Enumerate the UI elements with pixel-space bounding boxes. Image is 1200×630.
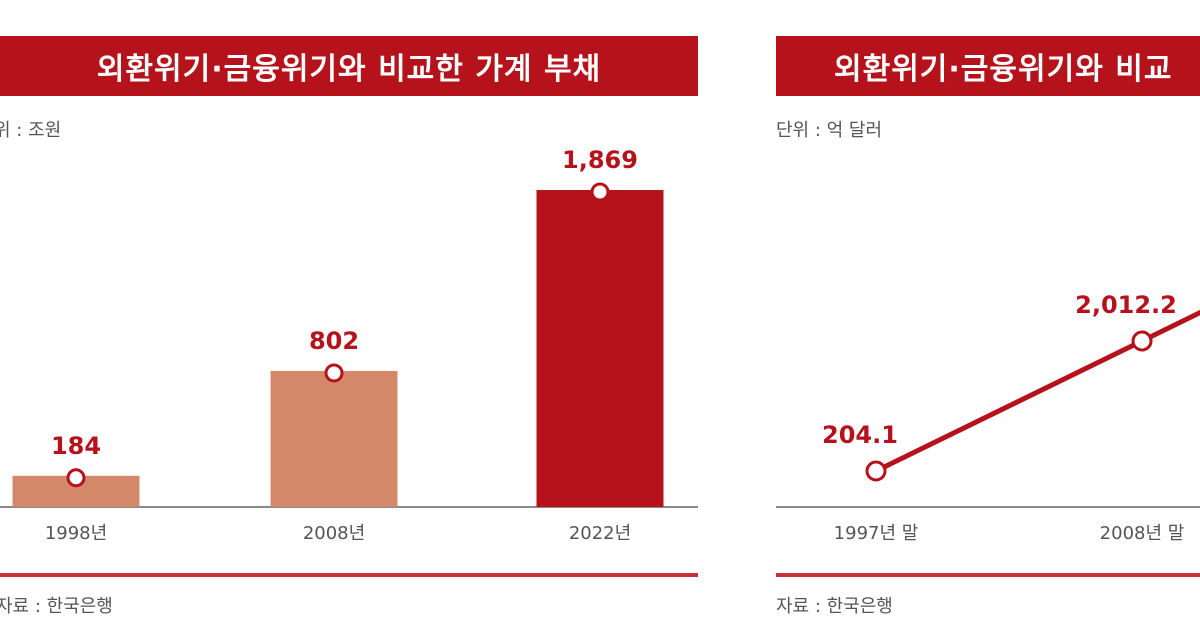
series-line: [874, 309, 1200, 474]
bar-chart: 184 1998년 802 2008년 1,869 2022년: [0, 146, 698, 544]
value-label: 184: [51, 432, 101, 460]
value-label: 204.1: [822, 421, 898, 449]
bar-marker: [324, 363, 344, 383]
x-tick-label: 1997년 말: [834, 523, 919, 544]
bar-marker: [66, 468, 86, 488]
bottom-divider: [776, 573, 1200, 577]
x-tick-label: 2008년 말: [1100, 523, 1185, 544]
line-chart: 204.1 1997년 말 2,012.2 2008년 말: [776, 291, 1200, 544]
source-label: 자료 : 한국은행: [776, 596, 893, 617]
bar-2022년: [536, 190, 664, 507]
value-label: 1,869: [562, 146, 638, 174]
source-label: 자료 : 한국은행: [0, 596, 113, 617]
chart-title: 외환위기·금융위기와 비교: [776, 36, 1200, 96]
x-tick-label: 2008년: [303, 523, 365, 544]
value-label: 2,012.2: [1075, 291, 1177, 319]
fx-reserve-panel: 외환위기·금융위기와 비교 단위 : 억 달러 204.1 1997년 말 2,01…: [776, 0, 1200, 630]
value-label: 802: [309, 327, 359, 355]
bottom-divider: [0, 573, 698, 577]
household-debt-panel: 외환위기·금융위기와 비교한 가계 부채 위 : 조원 184 1998년 802 2…: [0, 36, 698, 617]
bar-marker: [590, 182, 610, 202]
unit-label: 단위 : 억 달러: [776, 120, 883, 141]
bar-2008년: [270, 370, 398, 507]
x-tick-label: 2022년: [569, 523, 631, 544]
x-tick-label: 1998년: [45, 523, 107, 544]
chart-title: 외환위기·금융위기와 비교한 가계 부채: [0, 36, 698, 96]
line-point: [1131, 330, 1153, 352]
line-point: [865, 460, 887, 482]
unit-label: 위 : 조원: [0, 120, 62, 141]
